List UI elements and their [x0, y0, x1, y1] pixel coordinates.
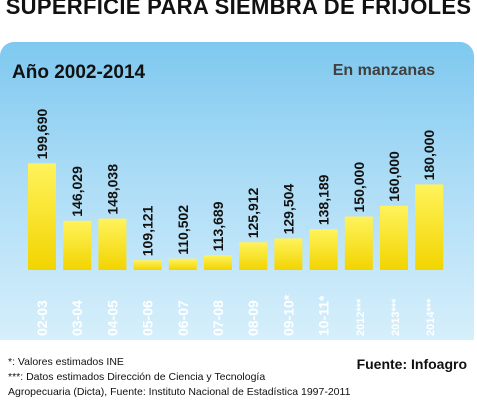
bar-05-06 [133, 260, 162, 270]
chart-title: SUPERFICIE PARA SIEMBRA DE FRIJOLES [5, 0, 472, 19]
category-label: 05-06 [140, 300, 156, 336]
value-label: 199,690 [34, 109, 50, 160]
bar-2013*** [380, 205, 408, 270]
bar-08-09 [239, 242, 268, 270]
value-label: 129,504 [280, 184, 296, 235]
bar-06-07 [168, 258, 197, 270]
chart-panel [0, 42, 474, 340]
category-label: 08-09 [245, 300, 261, 336]
value-label: 150,000 [351, 162, 367, 213]
category-label: 09-10* [280, 294, 296, 336]
chart-subtitle: Año 2002-2014 [12, 62, 146, 83]
bar-chart: 199,690 02-03 146,029 03-04 148,038 04-05 109,… [28, 108, 444, 336]
value-label: 110,502 [175, 205, 191, 255]
value-label: 138,189 [316, 174, 332, 225]
bar-02-03 [28, 163, 56, 270]
footnote-source-ine: Agropecuaria (Dicta), Fuente: Instituto … [8, 386, 351, 398]
category-label: 2013*** [390, 298, 402, 336]
source-label: Fuente: Infoagro [356, 356, 467, 372]
bar-2014*** [415, 184, 444, 270]
category-label: 2014*** [425, 298, 437, 336]
category-label: 2012*** [355, 298, 367, 336]
bar-10-11* [309, 229, 338, 270]
value-label: 146,029 [69, 166, 85, 217]
unit-label: En manzanas [332, 62, 435, 79]
bar-2012*** [344, 216, 373, 270]
bar-03-04 [63, 220, 92, 270]
value-label: 109,121 [140, 205, 156, 256]
category-label: 10-11* [316, 295, 332, 336]
value-label: 180,000 [421, 130, 437, 181]
value-label: 113,689 [210, 201, 226, 251]
category-label: 07-08 [210, 300, 226, 336]
category-label: 06-07 [175, 300, 191, 336]
value-label: 125,912 [245, 187, 261, 238]
category-label: 04-05 [104, 300, 120, 336]
bar-07-08 [204, 255, 232, 270]
value-label: 160,000 [386, 151, 402, 202]
bar-09-10* [274, 238, 303, 270]
value-label: 148,038 [104, 164, 120, 215]
category-label: 02-03 [34, 300, 50, 336]
bar-04-05 [98, 218, 127, 270]
footnote-estimated-ine: *: Valores estimados INE [8, 356, 124, 368]
category-label: 03-04 [69, 300, 85, 336]
footnote-dicta: ***: Datos estimados Dirección de Cienci… [8, 371, 266, 383]
